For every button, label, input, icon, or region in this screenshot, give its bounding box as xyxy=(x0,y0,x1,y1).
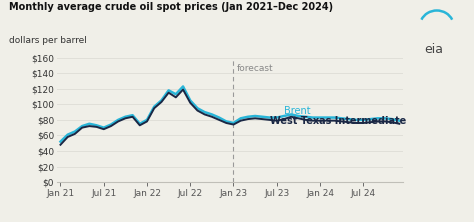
Text: Brent: Brent xyxy=(284,106,310,116)
Text: forecast: forecast xyxy=(237,64,273,73)
Text: West Texas Intermediate: West Texas Intermediate xyxy=(270,116,406,127)
Text: dollars per barrel: dollars per barrel xyxy=(9,36,87,45)
Text: eia: eia xyxy=(424,43,443,56)
Text: Monthly average crude oil spot prices (Jan 2021–Dec 2024): Monthly average crude oil spot prices (J… xyxy=(9,2,334,12)
